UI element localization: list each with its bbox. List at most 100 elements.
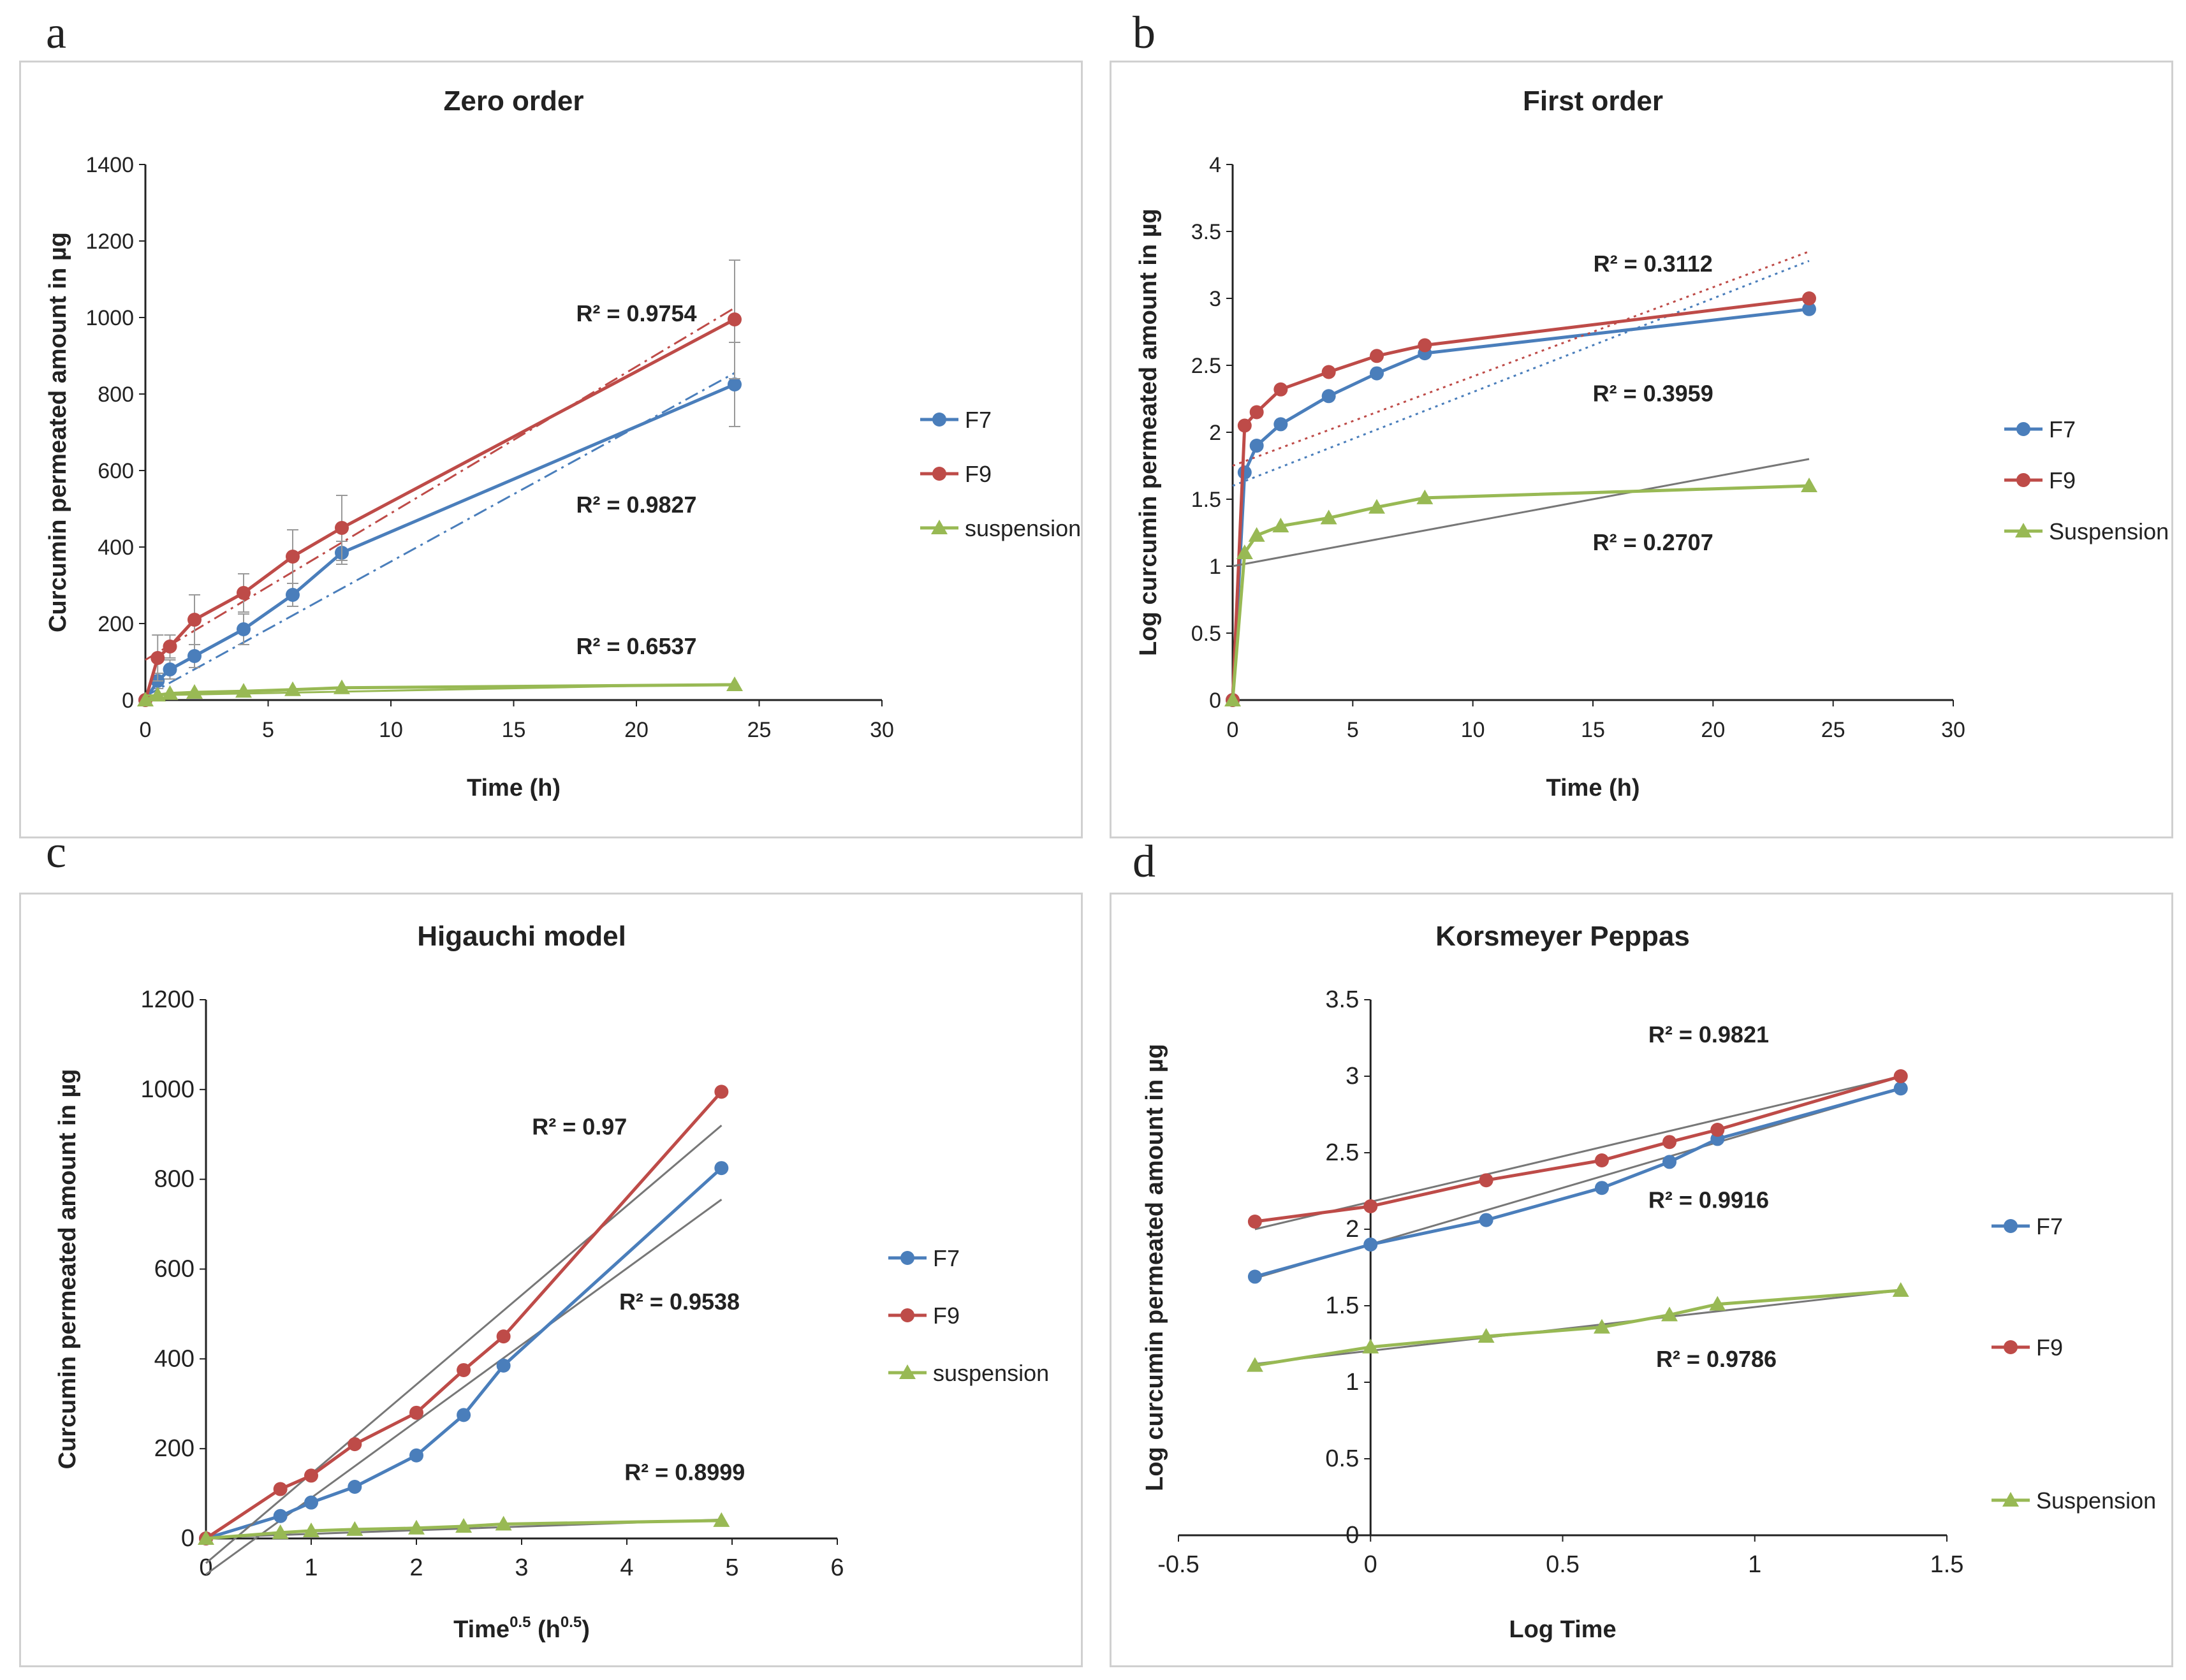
data-point	[1246, 1357, 1263, 1372]
x-tick-label: 5	[725, 1554, 738, 1581]
y-tick-label: 3.5	[1191, 220, 1221, 244]
data-point	[237, 622, 251, 636]
legend-marker	[2016, 473, 2030, 487]
r-squared-label: R² = 0.9754	[576, 300, 696, 326]
y-tick-label: 1400	[85, 153, 134, 177]
series-f7	[1226, 259, 1816, 707]
data-point	[1416, 489, 1434, 504]
chart-zero-order: Zero order 0 200 400 600 800 1000 1200 1400 0 5 10 1…	[19, 61, 1083, 838]
legend-label: F9	[965, 461, 992, 487]
series-f9	[1226, 251, 1816, 707]
x-tick-label: 4	[620, 1554, 633, 1581]
y-tick-label: 0	[181, 1525, 194, 1552]
data-point	[303, 1523, 319, 1538]
data-point	[1248, 527, 1265, 542]
data-point	[1662, 1135, 1676, 1150]
y-tick-label: 2.5	[1325, 1139, 1359, 1166]
data-point	[163, 662, 177, 676]
trendline-f9	[1232, 251, 1810, 467]
legend-item-f9: F9	[2004, 467, 2076, 493]
data-point	[1247, 1215, 1262, 1229]
data-point	[137, 692, 154, 706]
data-point	[455, 1517, 473, 1533]
legend-marker	[900, 1308, 914, 1322]
r-squared-label: R² = 0.9821	[1648, 1021, 1769, 1048]
data-point	[1710, 1123, 1725, 1137]
y-tick-label: 0.5	[1325, 1445, 1359, 1472]
data-point	[198, 1530, 214, 1545]
data-point	[150, 651, 165, 665]
y-tick-label: 0	[1346, 1522, 1359, 1549]
legend-marker	[2002, 1492, 2019, 1507]
data-point	[1370, 366, 1384, 381]
x-axis-label: Log Time	[1509, 1616, 1616, 1643]
y-tick-label: 600	[154, 1256, 194, 1283]
series-suspension	[1246, 1282, 1909, 1372]
x-tick-label: 2	[409, 1554, 423, 1581]
series-line-suspension	[1231, 484, 1810, 701]
data-point	[496, 1329, 511, 1344]
data-point	[714, 1161, 729, 1176]
x-tick-label: 20	[1701, 718, 1725, 742]
r-squared-label: R² = 0.2707	[1593, 529, 1713, 555]
data-point	[1273, 382, 1288, 397]
series-suspension	[1224, 458, 1817, 706]
y-tick-label: 1000	[85, 306, 134, 330]
panel-letter-b: b	[1133, 7, 1155, 58]
trendline-f9	[205, 1125, 723, 1564]
r-squared-label: R² = 0.8999	[624, 1459, 745, 1485]
y-tick-label: 1.5	[1191, 488, 1221, 512]
legend-item-f7: F7	[888, 1245, 960, 1271]
series-f9	[138, 259, 742, 707]
panel-letter-a: a	[46, 7, 66, 58]
data-point	[286, 588, 300, 602]
x-tick-label: 1.5	[1930, 1551, 1964, 1578]
x-axis-label-unit-sup: 0.5	[561, 1614, 582, 1631]
data-point	[346, 1521, 363, 1536]
x-tick-label: 1	[304, 1554, 318, 1581]
data-point	[1273, 417, 1288, 432]
x-axis-label-end: )	[582, 1616, 590, 1643]
data-point	[1370, 349, 1384, 363]
y-tick-label: 1200	[85, 230, 134, 254]
legend-label: F9	[2036, 1334, 2063, 1361]
data-point	[1893, 1069, 1908, 1083]
legend-item-f9: F9	[920, 461, 992, 487]
series-line-suspension	[145, 683, 735, 702]
y-tick-label: 0	[122, 689, 134, 713]
data-point	[1237, 418, 1252, 433]
data-point	[335, 521, 349, 535]
x-tick-label: -0.5	[1157, 1551, 1199, 1578]
legend-label: Suspension	[2036, 1487, 2156, 1514]
data-point	[235, 683, 252, 698]
x-axis-label: Time (h)	[467, 775, 561, 801]
y-tick-label: 1.5	[1325, 1292, 1359, 1319]
y-tick-label: 200	[98, 612, 134, 636]
data-point	[1661, 1306, 1678, 1322]
data-point	[1362, 1338, 1379, 1354]
data-point	[1802, 302, 1816, 316]
data-point	[726, 676, 743, 691]
r-squared-label: R² = 0.97	[532, 1113, 627, 1139]
data-point	[348, 1480, 362, 1494]
data-point	[1662, 1155, 1676, 1169]
legend-label: F7	[933, 1245, 960, 1271]
data-point	[1801, 478, 1817, 492]
series-line-f9	[1231, 296, 1810, 701]
chart-title: First order	[1523, 85, 1663, 117]
trendline-f9	[1254, 1075, 1902, 1231]
data-point	[237, 586, 251, 600]
data-point	[334, 679, 350, 694]
r-squared-label: R² = 0.3959	[1593, 381, 1713, 407]
data-point	[286, 550, 300, 564]
y-tick-label: 2	[1346, 1216, 1359, 1243]
data-point	[1593, 1318, 1610, 1334]
data-point	[149, 687, 166, 702]
legend-label: F9	[933, 1303, 960, 1329]
data-point	[1236, 544, 1253, 559]
y-tick-label: 0	[1209, 689, 1221, 713]
series-line-suspension	[205, 1519, 722, 1540]
x-tick-label: 30	[870, 718, 894, 742]
data-point	[272, 1524, 289, 1539]
y-tick-label: 400	[98, 536, 134, 560]
